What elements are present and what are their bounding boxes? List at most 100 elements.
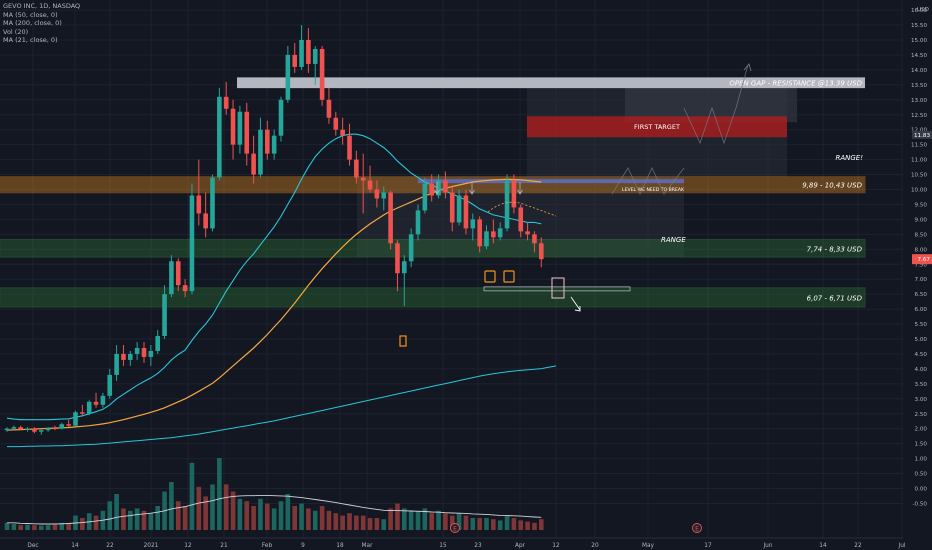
candle-body <box>532 234 537 244</box>
volume-bar <box>93 515 99 530</box>
volume-bar <box>456 513 462 530</box>
volume-bar <box>66 523 71 530</box>
green-zone-mid-label: 7,74 - 8,33 USD <box>807 245 863 253</box>
volume-bar <box>203 496 208 530</box>
volume-bar <box>306 508 311 530</box>
candle-body <box>408 234 414 262</box>
candle-body <box>162 294 167 337</box>
candle-body <box>449 192 455 223</box>
price-tick-label: 6.00 <box>915 307 928 313</box>
candle-body <box>340 129 345 136</box>
legend-ma200: MA (200, close, 0) <box>3 19 62 28</box>
time-tick-label: May <box>642 543 655 549</box>
time-tick-label: Apr <box>515 543 526 549</box>
price-tick-label: 10.00 <box>911 188 927 194</box>
volume-bar <box>18 525 23 530</box>
volume-bar <box>4 522 10 530</box>
candle-body <box>395 243 400 274</box>
volume-bar <box>141 510 147 530</box>
time-tick-label: 9 <box>301 543 305 549</box>
volume-bar <box>463 515 469 530</box>
green-zone-low-label: 6,07 - 6,71 USD <box>807 294 863 302</box>
volume-bar <box>251 506 256 530</box>
volume-bar <box>80 518 85 530</box>
volume-bar <box>52 524 58 530</box>
candle-body <box>525 231 530 235</box>
time-axis[interactable]: Dec 14 22 2021 12 21 Feb 9 18 Mar 15 23 Apr 12 20 May 17… <box>0 537 932 550</box>
candle-body <box>155 336 160 351</box>
candle-body <box>312 48 318 64</box>
price-tick-label: 6.50 <box>915 292 928 298</box>
candle-body <box>278 99 284 136</box>
volume-bar <box>388 508 393 530</box>
candle-body <box>484 231 489 247</box>
down-arrow-head <box>517 189 523 195</box>
candle-body <box>189 195 195 292</box>
candle-body <box>381 192 387 199</box>
volume-bar <box>511 518 517 530</box>
candle-body <box>415 210 421 235</box>
volume-bar <box>333 513 339 530</box>
volume-bar <box>395 503 400 530</box>
volume-bar <box>38 525 44 530</box>
volume-bar <box>408 510 414 530</box>
candle-body <box>319 48 325 100</box>
time-tick-label: Jun <box>762 543 772 549</box>
time-tick-label: 21 <box>220 543 228 549</box>
candle-body <box>45 428 51 431</box>
price-tick-label: 12.00 <box>911 128 927 134</box>
candle-body <box>121 353 126 360</box>
range-zigzag-upper <box>683 64 749 145</box>
candle-body <box>347 135 352 160</box>
candle-body <box>134 347 140 354</box>
candle-body <box>504 180 510 229</box>
price-tick-label: 7.00 <box>915 277 928 283</box>
green-zone-low <box>0 287 866 308</box>
candle-body <box>402 261 407 274</box>
price-tick-label: 5.00 <box>915 337 928 343</box>
price-tick-label: 4.50 <box>915 352 928 358</box>
price-tick-label: 1.00 <box>915 457 928 463</box>
price-tick-label: 16.00 <box>911 8 927 14</box>
candle-body <box>374 189 380 199</box>
candle-body <box>18 427 23 430</box>
volume-bar <box>299 503 304 530</box>
volume-bar <box>429 513 434 530</box>
price-axis[interactable]: USD16.5016.0015.5015.0014.5014.0013.5013… <box>903 0 932 550</box>
time-tick-label: 23 <box>474 543 482 549</box>
candle-body <box>463 195 469 229</box>
volume-bar <box>347 513 352 530</box>
price-tick-label: 11.50 <box>911 143 927 149</box>
time-tick-label: 2021 <box>144 543 159 549</box>
volume-ma-line <box>7 494 542 525</box>
volume-bar <box>210 484 215 530</box>
break-level-label: LEVEL WE NEED TO BREAK <box>622 187 685 193</box>
projection-box <box>483 286 631 292</box>
candle-body <box>203 213 208 229</box>
volume-bar <box>340 515 345 530</box>
volume-bar <box>169 482 174 530</box>
volume-bar <box>59 522 65 530</box>
candle-body <box>244 111 250 154</box>
volume-bar <box>45 525 51 530</box>
candle-body <box>456 195 462 223</box>
gap-zone-label: OPEN GAP - RESISTANCE @13.39 USD <box>729 80 862 88</box>
earnings-marker-label: E <box>695 525 699 532</box>
time-tick-label: 20 <box>591 543 599 549</box>
projection-arrow-head <box>574 306 581 312</box>
volume-bar <box>422 508 428 530</box>
volume-bar <box>25 524 30 530</box>
volume-bar <box>285 494 291 530</box>
price-tick-label: 15.50 <box>911 23 927 29</box>
volume-bar <box>244 501 250 530</box>
candlesticks <box>4 25 544 435</box>
candle-body <box>429 183 434 196</box>
volume-bar <box>265 503 270 530</box>
volume-bar <box>449 515 455 530</box>
candle-body <box>25 428 30 430</box>
time-tick-label: 22 <box>106 543 114 549</box>
volume-bar <box>237 498 243 530</box>
price-tick-label: 9.00 <box>915 217 928 223</box>
